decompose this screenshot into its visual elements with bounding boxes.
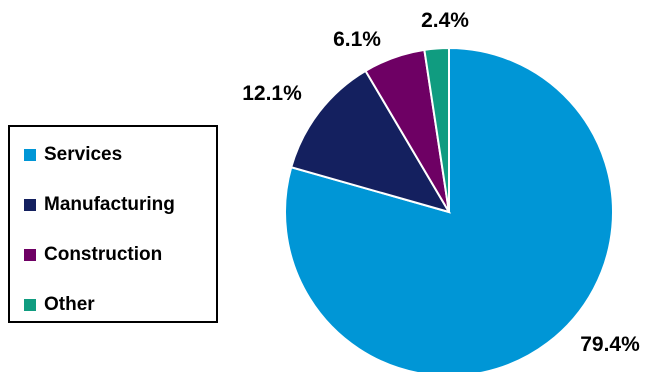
legend-swatch-services: [24, 149, 36, 161]
legend-swatch-other: [24, 299, 36, 311]
pie-data-labels: 79.4% 12.1% 6.1% 2.4%: [242, 9, 640, 356]
legend-item-services: Services: [24, 143, 122, 167]
data-label-other: 2.4%: [421, 9, 469, 32]
legend-item-construction: Construction: [24, 243, 162, 267]
legend-swatch-construction: [24, 249, 36, 261]
pie-slices: [284, 46, 614, 372]
legend-label-construction: Construction: [44, 244, 163, 265]
pie-slice-manufacturing: [289, 69, 452, 214]
legend-label-services: Services: [44, 144, 123, 165]
legend-swatch-manufacturing: [24, 199, 36, 211]
legend-item-other: Other: [24, 293, 95, 317]
pie-slice-other: [423, 46, 450, 213]
legend-label-manufacturing: Manufacturing: [44, 194, 175, 215]
legend-item-manufacturing: Manufacturing: [24, 193, 175, 217]
legend-label-other: Other: [44, 294, 95, 315]
data-label-manufacturing: 12.1%: [242, 82, 302, 105]
data-label-construction: 6.1%: [333, 28, 381, 51]
legend: Services Manufacturing Construction Othe…: [8, 125, 218, 323]
data-label-services: 79.4%: [580, 333, 640, 356]
